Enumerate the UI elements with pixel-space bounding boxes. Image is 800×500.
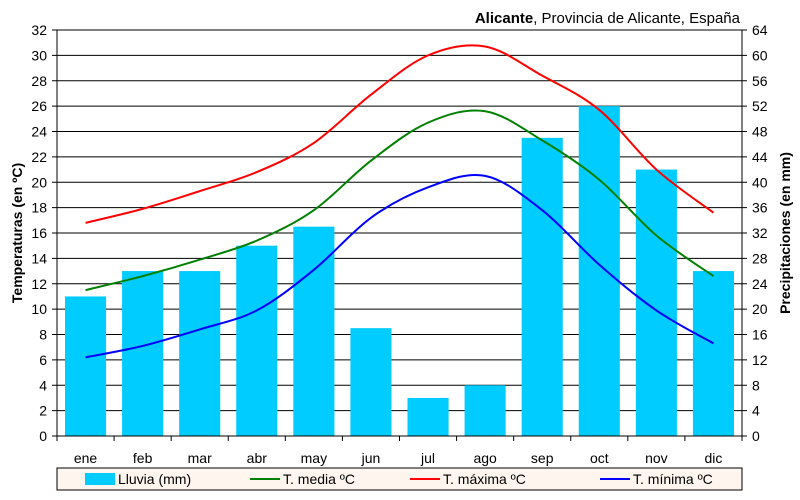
x-tick-label: oct — [590, 450, 609, 466]
bar-ene — [64, 296, 107, 436]
line-T. media ºC — [85, 109, 715, 292]
legend-label: T. media ºC — [283, 471, 355, 487]
y2-tick-label: 4 — [752, 403, 760, 419]
y-tick-label: 0 — [39, 428, 47, 444]
y-tick-label: 24 — [31, 124, 47, 140]
gridlines — [57, 29, 742, 412]
y-tick-label: 14 — [31, 250, 47, 266]
axes: 0246810121416182022242628303204812162024… — [31, 22, 767, 466]
bar-feb — [122, 271, 164, 436]
y-tick-label: 26 — [31, 98, 47, 114]
chart-title: Alicante, Provincia de Alicante, España — [475, 10, 741, 27]
y-tick-label: 22 — [31, 149, 47, 165]
y2-tick-label: 16 — [752, 327, 768, 343]
y2-tick-label: 40 — [752, 174, 768, 190]
y2-tick-label: 0 — [752, 428, 760, 444]
bar-dic — [692, 271, 735, 436]
bar-may — [293, 226, 335, 436]
y-tick-label: 16 — [31, 225, 47, 241]
x-tick-label: feb — [133, 450, 153, 466]
y2-tick-label: 56 — [752, 73, 768, 89]
y-tick-label: 8 — [39, 327, 47, 343]
line-T. mínima ºC — [85, 174, 714, 359]
legend-label: T. mínima ºC — [633, 471, 713, 487]
legend: Lluvia (mm) T. media ºC T. máxima ºC T. mín… — [56, 467, 743, 491]
x-tick-label: ene — [74, 450, 98, 466]
y-tick-label: 6 — [39, 352, 47, 368]
bar-mar — [179, 271, 221, 436]
y2-axis-label: Precipitaciones (en mm) — [777, 152, 793, 314]
bar-ago — [464, 385, 506, 436]
y2-tick-label: 24 — [752, 276, 768, 292]
legend-label: T. máxima ºC — [443, 471, 526, 487]
x-tick-label: jul — [420, 450, 435, 466]
x-tick-label: mar — [188, 450, 212, 466]
bar-jun — [350, 328, 392, 436]
y2-tick-label: 8 — [752, 377, 760, 393]
y2-tick-label: 48 — [752, 124, 768, 140]
x-tick-label: dic — [705, 450, 723, 466]
y2-tick-label: 28 — [752, 250, 768, 266]
temperature-lines — [85, 44, 715, 359]
y2-tick-label: 60 — [752, 47, 768, 63]
y-tick-label: 30 — [31, 47, 47, 63]
x-tick-label: ago — [473, 450, 497, 466]
y2-tick-label: 32 — [752, 225, 768, 241]
y-tick-label: 2 — [39, 403, 47, 419]
legend-box — [56, 467, 743, 491]
y-tick-label: 28 — [31, 73, 47, 89]
bar-jul — [407, 397, 449, 436]
y-tick-label: 12 — [31, 276, 47, 292]
y2-tick-label: 52 — [752, 98, 768, 114]
y-tick-label: 20 — [31, 174, 47, 190]
x-tick-label: abr — [247, 450, 268, 466]
bar-sep — [521, 137, 563, 436]
x-tick-label: nov — [645, 450, 668, 466]
bar-nov — [635, 169, 677, 436]
y2-tick-label: 64 — [752, 22, 768, 38]
y2-tick-label: 12 — [752, 352, 768, 368]
y-tick-label: 4 — [39, 377, 47, 393]
x-tick-label: may — [301, 450, 327, 466]
line-T. máxima ºC — [85, 44, 715, 224]
y-axis-label: Temperaturas (en ºC) — [9, 163, 25, 303]
x-tick-label: jun — [361, 450, 381, 466]
title-location: , Provincia de Alicante, España — [533, 10, 740, 27]
bar-abr — [236, 245, 278, 436]
bar-oct — [578, 106, 620, 436]
legend-label: Lluvia (mm) — [118, 471, 191, 487]
y-tick-label: 32 — [31, 22, 47, 38]
y2-tick-label: 44 — [752, 149, 768, 165]
legend-swatch-bars — [85, 473, 115, 485]
x-tick-label: sep — [531, 450, 554, 466]
precipitation-bars — [64, 106, 735, 436]
y2-tick-label: 20 — [752, 301, 768, 317]
y-tick-label: 18 — [31, 200, 47, 216]
y-tick-label: 10 — [31, 301, 47, 317]
title-city: Alicante — [475, 10, 533, 27]
y2-tick-label: 36 — [752, 200, 768, 216]
